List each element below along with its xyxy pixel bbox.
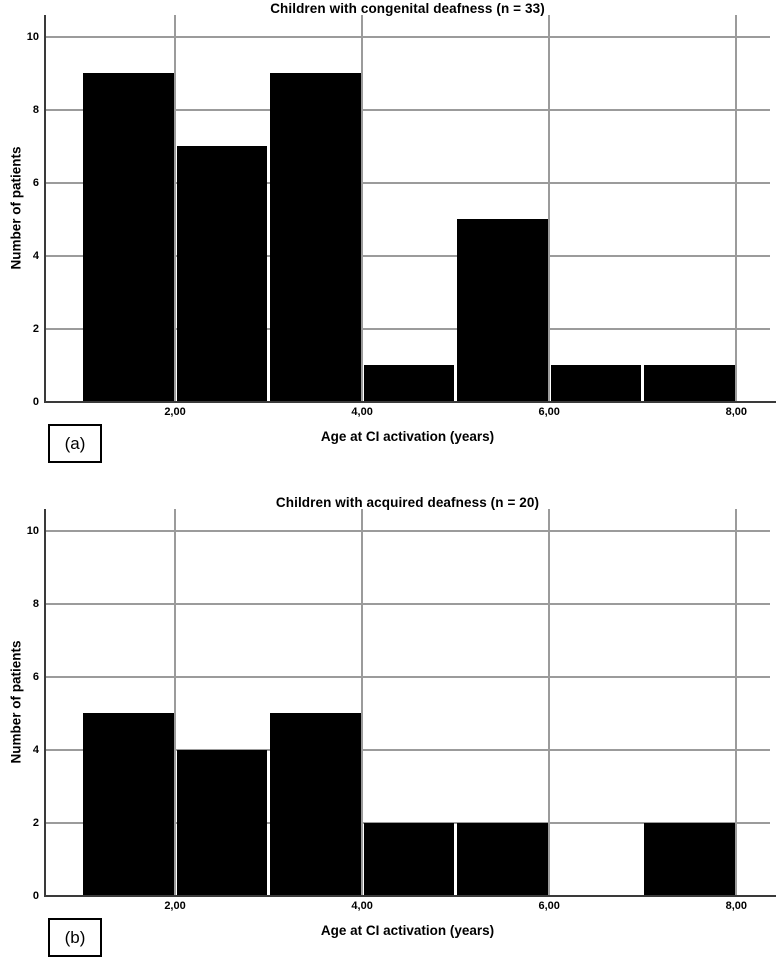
- vertical-gridline: [361, 15, 364, 402]
- chart-title: Children with congenital deafness (n = 3…: [270, 1, 545, 16]
- y-tick-label: 4: [32, 743, 39, 756]
- x-tick-label: 4,00: [351, 900, 373, 912]
- vertical-gridline: [174, 15, 177, 402]
- vertical-gridline: [174, 509, 177, 896]
- horizontal-gridline: [45, 529, 770, 532]
- histogram-bar: [176, 146, 268, 402]
- histogram-bar: [644, 365, 735, 402]
- panel-label-text: (a): [64, 433, 86, 453]
- histogram-bar: [363, 365, 455, 402]
- x-tick-label: 4,00: [351, 406, 373, 418]
- histogram-bar: [270, 713, 361, 896]
- x-tick-label: 6,00: [538, 406, 560, 418]
- x-tick-label: 2,00: [164, 406, 186, 418]
- horizontal-gridline: [45, 602, 770, 605]
- horizontal-gridline: [45, 675, 770, 678]
- y-axis-line: [44, 509, 46, 896]
- chart-panel-b: Children with acquired deafness (n = 20)…: [0, 494, 777, 972]
- vertical-gridline: [735, 15, 738, 402]
- histogram-bar: [176, 749, 268, 896]
- y-tick-label: 6: [32, 670, 39, 683]
- horizontal-gridline: [45, 327, 770, 330]
- x-tick-label: 8,00: [725, 406, 748, 418]
- histogram-bar: [550, 365, 642, 402]
- histogram-bar: [270, 73, 361, 402]
- y-tick-label: 0: [32, 890, 39, 902]
- histogram-bar: [82, 713, 174, 896]
- horizontal-gridline: [45, 748, 770, 751]
- x-axis-line: [44, 895, 776, 897]
- vertical-gridline: [548, 15, 551, 402]
- histogram-bar: [644, 822, 735, 896]
- vertical-gridline: [361, 509, 364, 896]
- horizontal-gridline: [45, 254, 770, 257]
- vertical-gridline: [735, 509, 738, 896]
- histogram-bar: [363, 822, 455, 896]
- plot-area: 0 2 4 6 8 10 2,00 4,00 6,00 8,00: [27, 15, 776, 418]
- y-tick-label: 2: [32, 322, 39, 335]
- y-tick-label: 0: [32, 396, 39, 408]
- horizontal-gridline: [45, 108, 770, 111]
- panel-label-box: (b): [48, 918, 102, 957]
- y-axis-line: [44, 15, 46, 402]
- histogram-bar: [457, 219, 548, 402]
- chart-panel-a: Children with congenital deafness (n = 3…: [0, 0, 777, 478]
- y-tick-label: 10: [26, 30, 39, 43]
- y-tick-label: 8: [32, 103, 39, 116]
- y-tick-label: 10: [26, 524, 39, 537]
- x-tick-label: 2,00: [164, 900, 186, 912]
- y-tick-label: 8: [32, 597, 39, 610]
- histogram-bar: [457, 822, 548, 896]
- horizontal-gridline: [45, 35, 770, 38]
- panel-label-box: (a): [48, 424, 102, 463]
- x-axis-line: [44, 401, 776, 403]
- histogram-bar: [82, 73, 174, 402]
- x-tick-label: 6,00: [538, 900, 560, 912]
- y-tick-label: 2: [32, 816, 39, 829]
- panel-label-text: (b): [64, 927, 86, 947]
- horizontal-gridline: [45, 181, 770, 184]
- vertical-gridline: [548, 509, 551, 896]
- x-tick-label: 8,00: [725, 900, 748, 912]
- plot-area: 0 2 4 6 8 10 2,00 4,00 6,00 8,00: [27, 509, 776, 912]
- x-axis-label: Age at CI activation (years): [320, 429, 495, 444]
- x-axis-label: Age at CI activation (years): [320, 923, 495, 938]
- chart-title: Children with acquired deafness (n = 20): [275, 495, 540, 510]
- y-tick-label: 4: [32, 249, 39, 262]
- y-tick-label: 6: [32, 176, 39, 189]
